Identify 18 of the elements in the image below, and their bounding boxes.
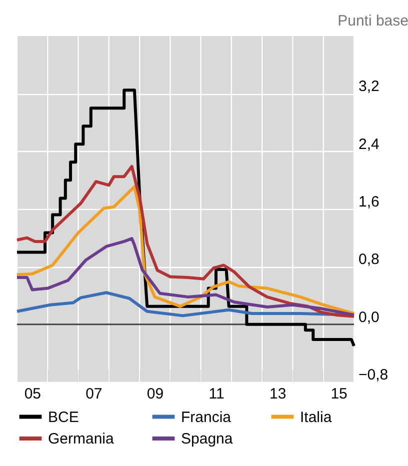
y-tick-label: 2,4	[358, 136, 380, 153]
legend-label: Spagna	[181, 430, 234, 448]
legend-label: Francia	[181, 408, 232, 426]
y-tick-label: 3,2	[358, 78, 380, 96]
legend-label: Germania	[48, 430, 115, 448]
x-tick-label: 09	[146, 386, 164, 402]
y-tick-label: 0,0	[358, 308, 380, 326]
x-tick-label: 05	[24, 386, 42, 402]
y-tick-label: −0,8	[358, 366, 388, 384]
x-tick-label: 07	[86, 386, 102, 402]
y-tick-label: 0,8	[358, 251, 380, 268]
legend-label: BCE	[48, 408, 79, 426]
y-tick-label: 1,6	[358, 194, 380, 210]
y-axis-title: Punti base	[338, 12, 408, 30]
x-tick-label: 15	[330, 386, 348, 402]
x-tick-label: 13	[269, 386, 286, 402]
x-tick-label: 11	[208, 386, 224, 402]
legend-label: Italia	[300, 408, 332, 426]
